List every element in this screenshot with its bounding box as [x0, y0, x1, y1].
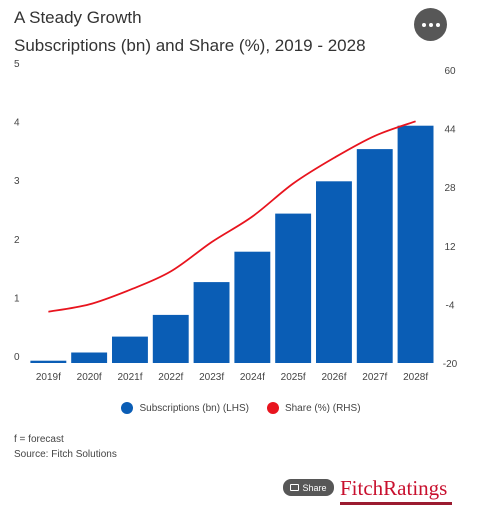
more-dots-icon — [421, 22, 440, 27]
more-options-button[interactable] — [414, 8, 447, 41]
x-tick-label: 2024f — [240, 372, 265, 383]
right-tick-label: 28 — [444, 183, 456, 194]
forecast-note: f = forecast — [14, 434, 64, 445]
x-tick-label: 2022f — [158, 372, 183, 383]
share-button[interactable]: Share — [283, 479, 334, 496]
bar[interactable] — [152, 314, 189, 363]
bar[interactable] — [193, 282, 230, 363]
right-tick-label: 44 — [444, 125, 456, 136]
right-tick-label: -20 — [443, 359, 458, 370]
x-tick-label: 2023f — [199, 372, 224, 383]
x-tick-label: 2027f — [362, 372, 387, 383]
notes: f = forecast Source: Fitch Solutions — [14, 432, 117, 462]
legend-marker-share — [266, 402, 279, 414]
source-note: Source: Fitch Solutions — [14, 449, 117, 460]
left-tick-label: 3 — [14, 176, 20, 187]
x-tick-label: 2020f — [77, 372, 102, 383]
title-block: A Steady Growth Subscriptions (bn) and S… — [14, 6, 414, 58]
right-tick-label: -4 — [446, 300, 455, 311]
bar[interactable] — [316, 181, 352, 363]
left-axis: 0 1 2 3 4 5 — [14, 60, 20, 363]
bar[interactable] — [275, 213, 312, 363]
x-tick-label: 2026f — [321, 372, 346, 383]
brand-logo: FitchRatings — [340, 475, 452, 505]
legend-item-subscriptions[interactable]: Subscriptions (bn) (LHS) — [121, 402, 249, 414]
bar[interactable] — [356, 149, 393, 363]
bar[interactable] — [30, 360, 67, 363]
legend-label-subscriptions: Subscriptions (bn) (LHS) — [139, 402, 249, 414]
left-tick-label: 0 — [14, 352, 20, 363]
x-tick-label: 2021f — [117, 372, 142, 383]
x-tick-label: 2019f — [36, 372, 61, 383]
x-tick-label: 2028f — [403, 372, 428, 383]
share-label: Share — [302, 482, 327, 493]
bar-series — [30, 125, 434, 364]
right-tick-label: 60 — [444, 66, 456, 77]
chart-title: A Steady Growth — [14, 8, 142, 27]
bar[interactable] — [397, 125, 434, 363]
left-tick-label: 5 — [14, 60, 20, 70]
bar[interactable] — [71, 352, 108, 364]
bar[interactable] — [234, 251, 271, 363]
right-axis: -20 -4 12 28 44 60 — [443, 66, 458, 370]
left-tick-label: 4 — [14, 118, 20, 129]
x-tick-label: 2025f — [281, 372, 306, 383]
left-tick-label: 1 — [14, 293, 20, 304]
legend: Subscriptions (bn) (LHS) Share (%) (RHS) — [0, 402, 482, 414]
line-series — [48, 120, 416, 313]
brand-underline — [340, 502, 452, 505]
share-icon — [290, 484, 300, 491]
legend-label-share: Share (%) (RHS) — [284, 402, 361, 414]
share-line[interactable] — [48, 120, 416, 313]
right-tick-label: 12 — [444, 242, 456, 253]
legend-item-share[interactable]: Share (%) (RHS) — [266, 402, 361, 414]
brand-name: FitchRatings — [340, 476, 448, 500]
chart-subtitle: Subscriptions (bn) and Share (%), 2019 -… — [14, 36, 366, 55]
left-tick-label: 2 — [14, 235, 20, 246]
x-axis: 2019f 2020f 2021f 2022f 2023f 2024f 2025f 2026f… — [36, 372, 428, 383]
bar[interactable] — [112, 336, 148, 363]
legend-marker-subscriptions — [121, 402, 134, 414]
